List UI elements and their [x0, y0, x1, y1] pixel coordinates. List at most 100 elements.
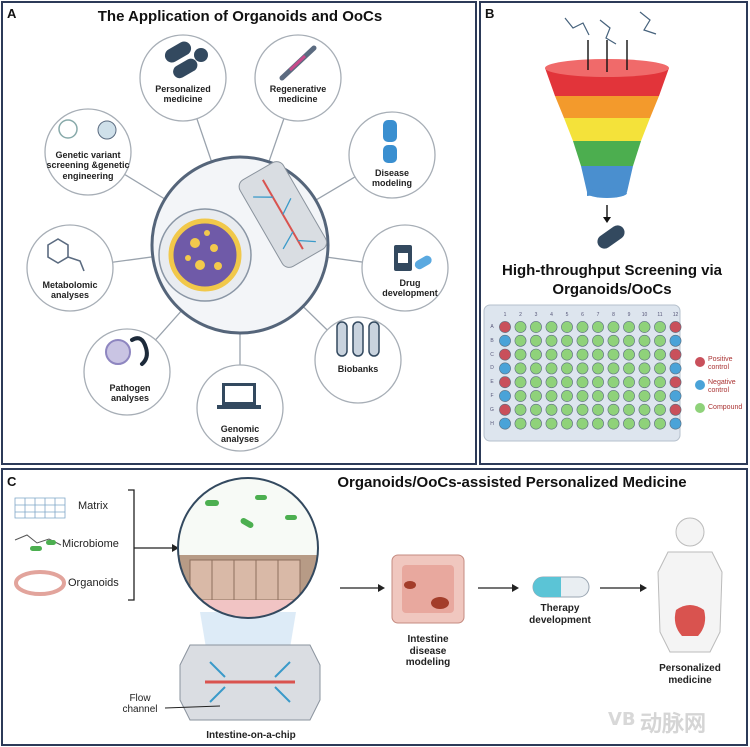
well	[576, 417, 589, 430]
organoid	[168, 218, 242, 292]
node-icons	[47, 41, 432, 409]
well	[669, 390, 682, 402]
well	[592, 321, 604, 333]
bracket	[128, 489, 172, 601]
well	[623, 348, 635, 361]
well	[561, 348, 573, 361]
well	[654, 348, 666, 361]
well	[545, 376, 558, 389]
plate-label: D	[490, 365, 494, 372]
well	[592, 334, 604, 347]
well	[638, 348, 651, 361]
funnel	[545, 11, 669, 249]
well	[499, 334, 511, 347]
plate-label: 3	[534, 312, 538, 318]
node-label: Genetic variant screening &genetic engin…	[46, 150, 130, 181]
well	[638, 390, 651, 402]
well	[669, 417, 682, 430]
plate-label: 2	[519, 312, 522, 318]
well	[669, 403, 682, 416]
panel-label: A	[7, 6, 17, 21]
step-label: Intestine disease modeling	[405, 634, 451, 668]
plate-label: 5	[565, 312, 569, 318]
arrowheads	[378, 584, 647, 592]
chip-c	[164, 644, 321, 721]
well	[499, 348, 511, 361]
well	[545, 403, 558, 416]
plate-label: 11	[657, 312, 663, 318]
body	[657, 517, 723, 653]
well	[514, 390, 527, 402]
panel-c-frame	[1, 468, 748, 746]
well	[607, 362, 620, 375]
well	[514, 403, 527, 416]
well	[654, 321, 666, 333]
node-label: Personalized medicine	[155, 84, 211, 105]
well	[607, 334, 620, 347]
plate-label: A	[490, 324, 494, 330]
plate-label: 7	[596, 312, 600, 318]
plate-label: 9	[627, 312, 631, 318]
plate-label: F	[490, 393, 494, 399]
well	[499, 390, 511, 402]
wells	[499, 321, 682, 430]
well	[576, 390, 589, 402]
well	[654, 417, 666, 430]
zoom-cone	[200, 612, 296, 648]
plate-label: 10	[641, 312, 648, 318]
well	[638, 334, 651, 347]
organoid-pattern	[185, 230, 222, 270]
input-label: Microbiome	[62, 538, 119, 550]
well	[623, 376, 635, 389]
node-label: Drug development	[382, 278, 438, 299]
well	[514, 321, 527, 333]
well	[530, 403, 542, 416]
legend-label: Positive control	[708, 356, 733, 371]
step-label: Personalized medicine	[659, 663, 721, 686]
well	[545, 390, 558, 402]
well	[592, 348, 604, 361]
well	[576, 362, 589, 375]
watermark-logo: VB	[608, 709, 636, 730]
well	[592, 390, 604, 402]
well	[638, 417, 651, 430]
well	[576, 376, 589, 389]
well	[607, 321, 620, 333]
well	[623, 403, 635, 416]
well	[545, 417, 558, 430]
well	[576, 348, 589, 361]
plate-label: 8	[612, 312, 615, 318]
well	[623, 390, 635, 402]
well	[592, 362, 604, 375]
well	[545, 334, 558, 347]
chip-label: Intestine-on-a-chip	[206, 730, 296, 741]
step-label: Therapy development	[529, 603, 591, 626]
well	[514, 362, 527, 375]
well	[530, 321, 542, 333]
plate-label: 12	[672, 312, 679, 318]
panel-title: The Application of Organoids and OoCs	[97, 8, 383, 25]
well	[607, 376, 620, 389]
panel-title: Organoids/OoCs-assisted Personalized Med…	[337, 474, 687, 491]
well	[607, 417, 620, 430]
legend-dots	[695, 357, 705, 413]
well	[669, 334, 682, 347]
well	[654, 334, 666, 347]
panel-label: C	[7, 474, 17, 489]
node-label: Biobanks	[337, 364, 379, 374]
panel-label: B	[485, 6, 495, 21]
input-label: Organoids	[68, 577, 119, 589]
well	[545, 362, 558, 375]
plate-label: B	[490, 337, 494, 344]
zoom-circle	[177, 477, 319, 619]
well	[669, 348, 682, 361]
well	[561, 390, 573, 402]
intestine	[391, 554, 465, 624]
well	[654, 376, 666, 389]
well	[530, 334, 542, 347]
well	[654, 403, 666, 416]
therapy-pill	[532, 576, 590, 598]
node-label: Disease modeling	[372, 168, 412, 189]
